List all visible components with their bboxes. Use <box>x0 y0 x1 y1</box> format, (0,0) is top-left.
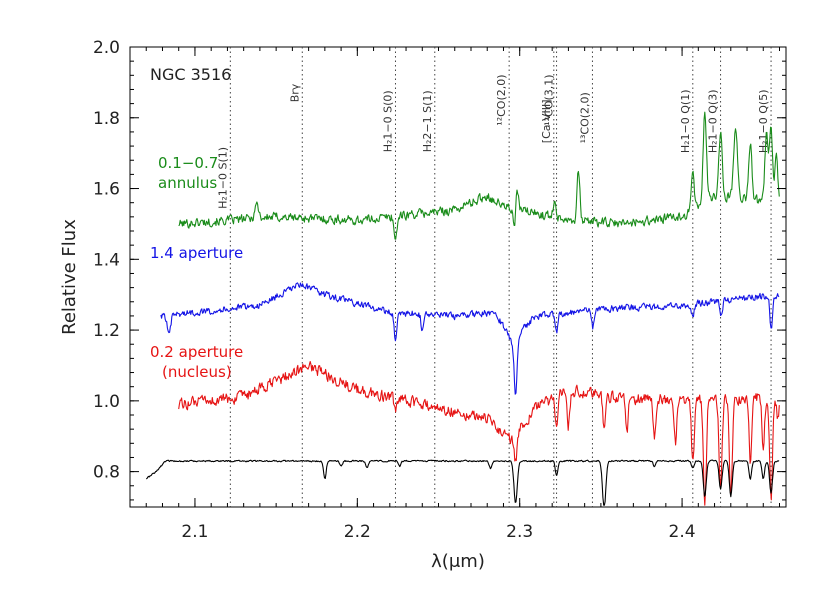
y-axis-label: Relative Flux <box>59 219 80 335</box>
series-label: 1.4 aperture <box>150 244 243 262</box>
line-marker-label: [Ca VIII] <box>540 99 553 143</box>
series-label: 0.2 aperture <box>150 343 243 361</box>
x-tick-label: 2.4 <box>669 522 696 542</box>
y-tick-label: 2.0 <box>93 38 120 58</box>
y-tick-label: 1.0 <box>93 392 120 412</box>
axes: 2.1 2.2 2.3 2.4 0.8 1.0 1.2 1.4 1.6 1.8 2.0 <box>93 38 786 542</box>
line-marker-label: ¹³CO(2,0) <box>578 92 591 143</box>
series-labels: 0.1−0.7 annulus 1.4 aperture 0.2 aperture (n… <box>150 154 243 381</box>
line-marker-label: H₂1−0 S(0) <box>381 90 394 152</box>
y-tick-label: 1.8 <box>93 109 120 129</box>
line-marker-label: H₂2−1 S(1) <box>421 90 434 152</box>
series-line <box>178 360 780 506</box>
series-line <box>146 459 780 506</box>
y-tick-label: 1.4 <box>93 250 120 270</box>
x-tick-label: 2.1 <box>181 522 208 542</box>
x-tick-label: 2.3 <box>506 522 533 542</box>
plot-frame <box>129 46 787 508</box>
line-markers: H₂1−0 S(1) Brγ H₂1−0 S(0) H₂2−1 S(1) ¹²CO(2,… <box>216 47 772 507</box>
spectra-series <box>146 111 780 506</box>
series-line <box>178 111 780 240</box>
line-marker-label: H₂1−0 S(1) <box>216 147 229 209</box>
line-marker-label: ¹²CO(2,0) <box>495 74 508 125</box>
line-marker-label: H₂1−0 Q(3) <box>707 89 720 153</box>
y-tick-label: 1.6 <box>93 180 120 200</box>
series-label: 0.1−0.7 <box>158 154 218 172</box>
y-tick-label: 0.8 <box>93 463 120 483</box>
line-marker-label: ¹²CO(3,1) <box>543 74 556 125</box>
line-marker-label: H₂1−0 Q(1) <box>679 89 692 153</box>
x-tick-label: 2.2 <box>344 522 371 542</box>
series-label: (nucleus) <box>162 363 232 381</box>
chart-title: NGC 3516 <box>150 65 231 84</box>
x-axis-label: λ(μm) <box>431 551 485 572</box>
series-line <box>160 282 780 395</box>
y-tick-label: 1.2 <box>93 321 120 341</box>
line-marker-label: Brγ <box>288 83 301 102</box>
series-label: annulus <box>158 174 217 192</box>
